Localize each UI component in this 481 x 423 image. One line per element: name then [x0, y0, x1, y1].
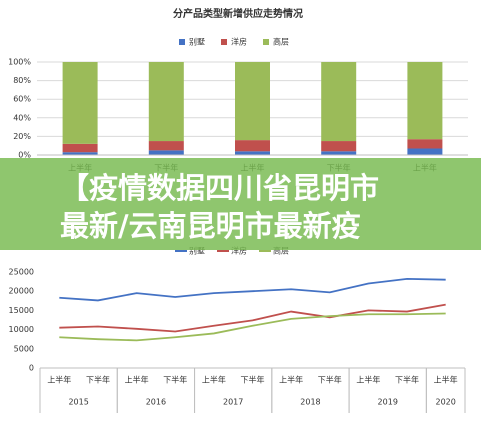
y-tick-label: 0%	[18, 151, 31, 160]
legend-swatch	[179, 39, 185, 45]
bar-segment	[62, 143, 98, 153]
series-line	[59, 278, 446, 302]
bar-segment	[235, 62, 270, 141]
x-tick-label: 上半年	[125, 375, 149, 385]
legend-label: 洋房	[231, 246, 247, 256]
x-tick-label: 下半年	[318, 375, 342, 385]
x-tick-label: 下半年	[86, 375, 110, 385]
chart-title: 分产品类型新增供应走势情况	[173, 7, 303, 20]
legend-label: 别墅	[189, 246, 205, 256]
y-tick-label: 10000	[9, 325, 34, 334]
group-label: 2019	[378, 398, 398, 407]
legend-label: 别墅	[189, 37, 205, 47]
y-tick-label: 25000	[9, 268, 34, 277]
group-label: 2020	[436, 398, 456, 407]
x-tick-label: 下半年	[241, 375, 265, 385]
x-tick-label: 上半年	[47, 375, 71, 385]
x-tick-label: 下半年	[395, 375, 419, 385]
y-tick-label: 60%	[13, 95, 31, 104]
bar-segment	[407, 62, 443, 140]
x-tick-label: 上半年	[356, 375, 380, 385]
legend-label: 高层	[273, 246, 289, 256]
y-tick-label: 5000	[14, 344, 34, 353]
y-tick-label: 40%	[13, 113, 31, 122]
legend-swatch	[263, 39, 269, 45]
y-tick-label: 20000	[9, 287, 34, 296]
y-tick-label: 20%	[13, 132, 31, 141]
group-label: 2017	[223, 398, 243, 407]
y-tick-label: 0	[29, 364, 34, 373]
banner-overlay	[0, 158, 481, 250]
bar-segment	[148, 141, 184, 151]
bar-segment	[407, 148, 443, 155]
bar-segment	[321, 151, 357, 155]
series-line	[59, 303, 446, 333]
x-tick-label: 上半年	[202, 375, 226, 385]
series-line	[59, 312, 446, 342]
banner-text: 最新/云南昆明市最新疫	[60, 209, 361, 243]
banner-text: 【疫情数据四川省昆明市	[60, 171, 379, 205]
group-label: 2015	[68, 398, 88, 407]
y-tick-label: 15000	[9, 306, 34, 315]
y-tick-label: 80%	[13, 76, 31, 85]
x-tick-label: 上半年	[279, 375, 303, 385]
bar-segment	[148, 150, 184, 155]
bar-segment	[321, 62, 357, 142]
bar-segment	[321, 141, 357, 152]
legend-label: 高层	[273, 37, 289, 47]
legend-swatch	[221, 39, 227, 45]
legend-label: 洋房	[231, 37, 247, 47]
group-label: 2016	[146, 398, 166, 407]
bar-segment	[407, 139, 443, 149]
bar-segment	[62, 152, 98, 155]
x-tick-label: 下半年	[163, 375, 187, 385]
bar-segment	[235, 140, 270, 152]
x-tick-label: 上半年	[434, 375, 458, 385]
bar-segment	[235, 151, 270, 155]
bar-segment	[148, 62, 184, 142]
bar-segment	[62, 62, 98, 144]
y-tick-label: 100%	[8, 58, 31, 67]
group-label: 2018	[300, 398, 320, 407]
